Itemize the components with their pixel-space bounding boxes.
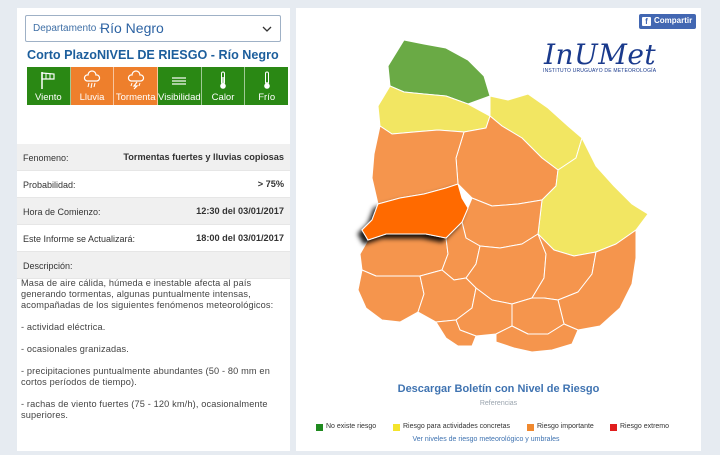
share-label: Compartir xyxy=(654,16,693,25)
info-value: Tormentas fuertes y lluvias copiosas xyxy=(123,152,284,162)
info-key: Probabilidad: xyxy=(23,180,76,190)
risk-tile-label: Lluvia xyxy=(79,92,105,103)
description-paragraph: - actividad eléctrica. xyxy=(21,322,106,332)
department-value: Río Negro xyxy=(100,20,164,36)
legend-label: No existe riesgo xyxy=(326,423,377,430)
map-region-soriano[interactable] xyxy=(359,233,449,277)
risk-info-panel: Departamento - Río Negro Corto PlazoNIVE… xyxy=(17,8,290,451)
legend-label: Riesgo extremo xyxy=(620,423,670,430)
map-region-rio-negro-selected[interactable] xyxy=(361,183,469,241)
info-value: 18:00 del 03/01/2017 xyxy=(196,233,284,243)
info-key: Este Informe se Actualizará: xyxy=(23,234,136,244)
info-row-update-time: Este Informe se Actualizará: 18:00 del 0… xyxy=(17,225,290,252)
risk-indicator-bar: Viento Lluvia Tormenta xyxy=(27,67,289,105)
legend-swatch xyxy=(527,424,534,431)
info-key: Hora de Comienzo: xyxy=(23,207,101,217)
risk-tile-label: Calor xyxy=(211,92,235,103)
info-row-description-label: Descripción: xyxy=(17,252,290,279)
department-prefix: Departamento - xyxy=(33,23,103,34)
legend-swatch xyxy=(393,424,400,431)
risk-thresholds-link[interactable]: Ver niveles de riesgo meteorológico y um… xyxy=(412,436,560,443)
storm-cloud-icon xyxy=(127,70,144,90)
map-region-rocha[interactable] xyxy=(557,229,637,331)
chevron-down-icon xyxy=(262,26,272,32)
wind-flag-icon xyxy=(41,72,55,89)
legend-label: Riesgo importante xyxy=(537,423,594,430)
description-paragraph: - ocasionales granizadas. xyxy=(21,344,129,354)
risk-tile-frio[interactable]: Frío xyxy=(245,67,289,105)
info-key: Descripción: xyxy=(23,261,73,271)
facebook-share-button[interactable]: f Compartir xyxy=(639,14,696,29)
fog-lines-icon xyxy=(172,77,187,85)
info-key: Fenomeno: xyxy=(23,153,69,163)
risk-tile-label: Visibilidad xyxy=(158,92,201,103)
description-paragraph: - rachas de viento fuertes (75 - 120 km/… xyxy=(21,399,268,420)
risk-tile-label: Frío xyxy=(258,92,276,103)
inumet-logo: InUMet xyxy=(544,38,657,71)
rain-cloud-icon xyxy=(83,70,101,89)
facebook-icon: f xyxy=(642,17,651,26)
uruguay-risk-map xyxy=(357,39,649,353)
legend-label: Riesgo para actividades concretas xyxy=(403,423,511,430)
risk-tile-label: Tormenta xyxy=(115,92,156,103)
thermometer-icon xyxy=(220,71,226,89)
thermometer-icon xyxy=(263,71,270,89)
info-value: 12:30 del 03/01/2017 xyxy=(196,206,284,216)
map-region-canelones[interactable] xyxy=(455,287,513,337)
map-panel: f Compartir InUMet INSTITUTO URUGUAYO DE… xyxy=(296,8,701,451)
description-paragraph: Masa de aire cálida, húmeda e inestable … xyxy=(21,278,274,310)
info-table: Fenomeno: Tormentas fuertes y lluvias co… xyxy=(17,144,290,279)
map-region-montevideo[interactable] xyxy=(435,319,477,347)
legend-swatch xyxy=(316,424,323,431)
risk-tile-viento[interactable]: Viento xyxy=(27,67,71,105)
download-bulletin-link[interactable]: Descargar Boletín con Nivel de Riesgo xyxy=(397,383,600,395)
references-title: Referencias xyxy=(479,400,518,407)
info-row-probability: Probabilidad: > 75% xyxy=(17,171,290,198)
info-row-phenomenon: Fenomeno: Tormentas fuertes y lluvias co… xyxy=(17,144,290,171)
description-paragraph: - precipitaciones puntualmente abundante… xyxy=(21,366,270,387)
legend-swatch xyxy=(610,424,617,431)
map-region-maldonado[interactable] xyxy=(495,323,579,353)
risk-tile-tormenta[interactable]: Tormenta xyxy=(114,67,159,105)
page-title: Corto PlazoNIVEL DE RIESGO - Río Negro xyxy=(27,48,279,62)
inumet-logo-subtitle: INSTITUTO URUGUAYO DE METEOROLOGÍA xyxy=(543,68,657,74)
risk-tile-label: Viento xyxy=(34,92,62,103)
department-select[interactable]: Departamento - Río Negro xyxy=(25,15,281,42)
risk-tile-lluvia[interactable]: Lluvia xyxy=(70,67,115,105)
info-value: > 75% xyxy=(257,179,284,189)
risk-tile-visibilidad[interactable]: Visibilidad xyxy=(158,67,202,105)
map-region-colonia[interactable] xyxy=(357,269,425,323)
info-row-start-time: Hora de Comienzo: 12:30 del 03/01/2017 xyxy=(17,198,290,225)
description-text: Masa de aire cálida, húmeda e inestable … xyxy=(21,278,284,432)
risk-tile-calor[interactable]: Calor xyxy=(201,67,246,105)
